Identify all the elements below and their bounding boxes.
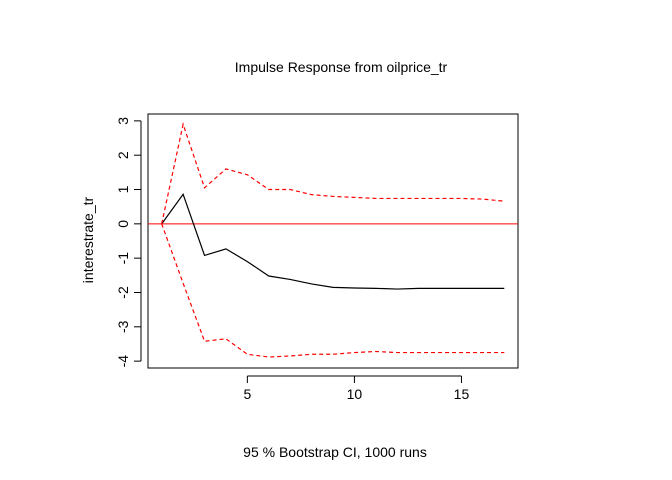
y-tick-label: 2 xyxy=(115,151,131,159)
plot-area: 5 10 15 -4 -3 -2 -1 0 1 2 3 xyxy=(115,113,519,402)
x-tick-label: 10 xyxy=(347,386,363,402)
chart-title: Impulse Response from oilprice_tr xyxy=(235,59,448,75)
y-tick-label: 3 xyxy=(115,117,131,125)
y-axis-label: interestrate_tr xyxy=(80,196,96,283)
x-tick-label: 5 xyxy=(243,386,251,402)
impulse-response-line xyxy=(161,193,505,290)
x-tick-label: 15 xyxy=(454,386,470,402)
y-tick-label: -1 xyxy=(115,252,131,265)
x-axis-label: 95 % Bootstrap CI, 1000 runs xyxy=(243,444,427,460)
plot-frame xyxy=(147,113,519,369)
y-tick-label: -4 xyxy=(115,355,131,368)
lower-ci-line xyxy=(161,223,505,358)
y-tick-label: -2 xyxy=(115,286,131,299)
y-tick-label: 1 xyxy=(115,185,131,193)
y-tick-label: 0 xyxy=(115,220,131,228)
y-tick-label: -3 xyxy=(115,320,131,333)
upper-ci-line xyxy=(161,122,505,224)
